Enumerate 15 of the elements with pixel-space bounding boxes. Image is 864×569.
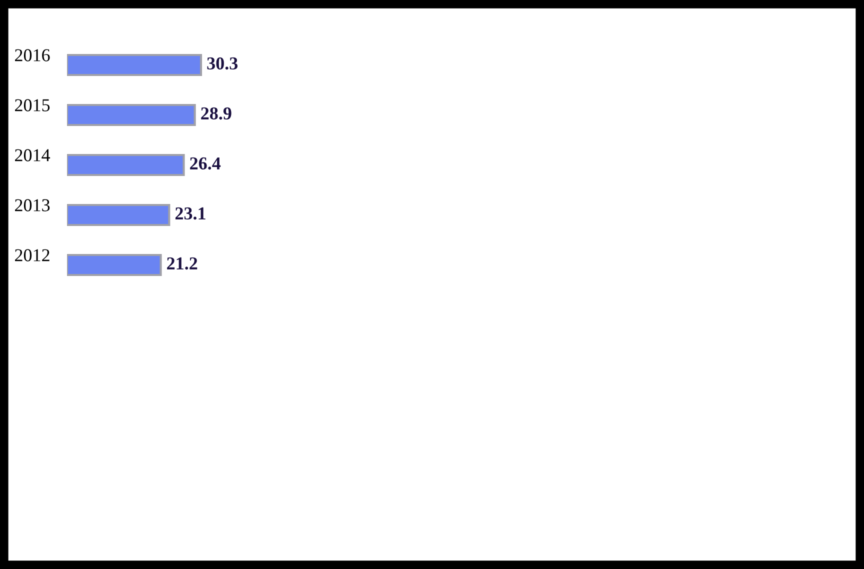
data-label: 28.9 [201,107,232,120]
data-label: 30.3 [207,57,238,70]
bar [67,254,162,276]
bar [67,204,170,226]
y-tick-label: 2015 [15,99,50,112]
y-tick-label: 2016 [15,49,50,62]
data-label: 21.2 [167,257,198,270]
y-tick-label: 2014 [15,149,50,162]
y-tick-label: 2013 [15,199,50,212]
bar [67,154,185,176]
bar [67,104,196,126]
bar [67,54,202,76]
y-tick-label: 2012 [15,249,50,262]
data-label: 23.1 [175,207,206,220]
data-label: 26.4 [190,157,221,170]
